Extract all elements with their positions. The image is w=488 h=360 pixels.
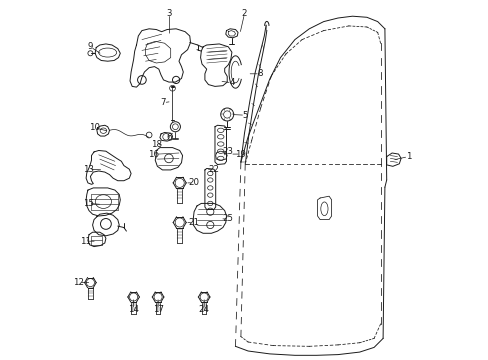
Text: 1: 1 <box>405 152 410 161</box>
Text: 15: 15 <box>83 199 94 208</box>
Text: 14: 14 <box>128 305 139 314</box>
Text: 21: 21 <box>187 218 199 227</box>
Text: 17: 17 <box>152 305 163 314</box>
Text: 12: 12 <box>73 278 84 287</box>
Text: 16: 16 <box>148 150 159 159</box>
Text: 11: 11 <box>80 237 91 246</box>
Text: 13: 13 <box>83 165 94 174</box>
Text: 25: 25 <box>223 214 233 223</box>
Text: 18: 18 <box>150 140 162 149</box>
Text: 23: 23 <box>223 148 233 156</box>
Text: 24: 24 <box>198 305 209 314</box>
Text: 19: 19 <box>235 150 246 158</box>
Text: 4: 4 <box>229 78 234 87</box>
Text: 10: 10 <box>89 123 100 132</box>
Text: 2: 2 <box>241 9 247 18</box>
Text: 6: 6 <box>166 133 171 142</box>
Text: 20: 20 <box>187 178 199 187</box>
Text: 7: 7 <box>161 98 166 107</box>
Text: 8: 8 <box>257 69 262 78</box>
Text: 9: 9 <box>87 42 93 51</box>
Text: 22: 22 <box>208 165 219 174</box>
Text: 3: 3 <box>166 9 172 18</box>
Text: 5: 5 <box>242 111 247 120</box>
